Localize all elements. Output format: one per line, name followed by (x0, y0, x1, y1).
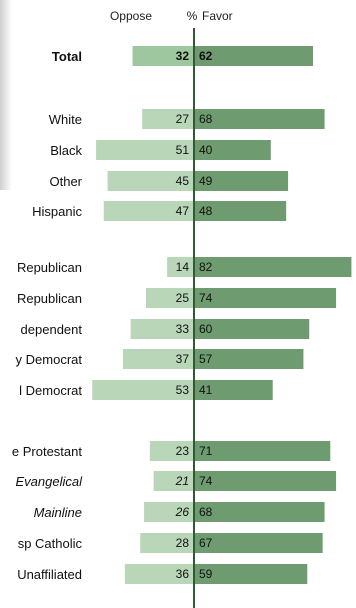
favor-bar (194, 319, 310, 339)
category-label: y Democrat (16, 352, 83, 367)
favor-bar (194, 564, 308, 584)
oppose-bar (132, 46, 194, 66)
oppose-bar (146, 288, 194, 308)
oppose-bar (107, 171, 194, 191)
oppose-value-label: 21 (175, 474, 189, 488)
favor-value-label: 62 (199, 49, 213, 63)
oppose-value-label: 51 (176, 143, 190, 157)
favor-bar (194, 533, 323, 553)
oppose-bar (142, 109, 194, 129)
category-label: Total (52, 49, 82, 64)
oppose-value-label: 14 (176, 260, 190, 274)
header-oppose: Oppose (110, 9, 152, 23)
favor-value-label: 68 (199, 505, 213, 519)
favor-bar (194, 288, 337, 308)
category-label: Other (49, 174, 82, 189)
category-label: e Protestant (12, 444, 82, 459)
category-label: Evangelical (16, 474, 84, 489)
chart-rows: 32 62 Total 27 68 White 51 40 Black 45 49 Other 47 48… (12, 46, 352, 584)
favor-bar (194, 257, 352, 277)
favor-bar (194, 109, 325, 129)
favor-bar (194, 441, 331, 461)
oppose-value-label: 37 (176, 352, 190, 366)
category-label: l Democrat (19, 383, 82, 398)
oppose-bar (92, 380, 194, 400)
category-label: Mainline (34, 505, 82, 520)
oppose-value-label: 23 (176, 444, 190, 458)
favor-value-label: 49 (199, 174, 213, 188)
favor-bar (194, 471, 337, 491)
category-label: Republican (17, 291, 82, 306)
favor-bar (194, 201, 287, 221)
favor-bar (194, 171, 289, 191)
favor-value-label: 82 (199, 260, 213, 274)
category-label: Unaffiliated (17, 567, 82, 582)
oppose-bar (124, 564, 194, 584)
category-label: White (49, 112, 82, 127)
category-label: dependent (21, 322, 83, 337)
category-label: Republican (17, 260, 82, 275)
oppose-value-label: 36 (176, 567, 190, 581)
oppose-value-label: 26 (175, 505, 190, 519)
oppose-value-label: 33 (176, 322, 190, 336)
favor-value-label: 40 (199, 143, 213, 157)
category-label: Black (50, 143, 82, 158)
oppose-value-label: 28 (176, 536, 190, 550)
favor-bar (194, 380, 273, 400)
category-label: sp Catholic (18, 536, 83, 551)
oppose-value-label: 25 (176, 291, 190, 305)
oppose-value-label: 32 (176, 49, 190, 63)
favor-bar (194, 140, 271, 160)
favor-bar (194, 502, 325, 522)
favor-bar (194, 46, 314, 66)
oppose-bar (149, 441, 194, 461)
favor-value-label: 57 (199, 352, 213, 366)
header-favor: Favor (202, 9, 233, 23)
oppose-value-label: 27 (176, 112, 190, 126)
oppose-value-label: 47 (176, 204, 190, 218)
oppose-bar (153, 471, 194, 491)
left-edge-shadow (0, 0, 12, 190)
oppose-value-label: 53 (176, 383, 190, 397)
oppose-bar (130, 319, 194, 339)
favor-value-label: 60 (199, 322, 213, 336)
oppose-bar (167, 257, 194, 277)
oppose-bar (96, 140, 194, 160)
favor-value-label: 41 (199, 383, 213, 397)
oppose-value-label: 45 (176, 174, 190, 188)
favor-value-label: 68 (199, 112, 213, 126)
favor-value-label: 48 (199, 204, 213, 218)
oppose-bar (122, 349, 194, 369)
oppose-bar (140, 533, 194, 553)
favor-value-label: 67 (199, 536, 213, 550)
favor-bar (194, 349, 304, 369)
oppose-bar (103, 201, 194, 221)
category-label: Hispanic (32, 204, 82, 219)
favor-value-label: 59 (199, 567, 213, 581)
favor-value-label: 71 (199, 444, 213, 458)
favor-value-label: 74 (199, 474, 213, 488)
oppose-bar (144, 502, 194, 522)
header-percent: % (187, 9, 198, 23)
favor-value-label: 74 (199, 291, 213, 305)
